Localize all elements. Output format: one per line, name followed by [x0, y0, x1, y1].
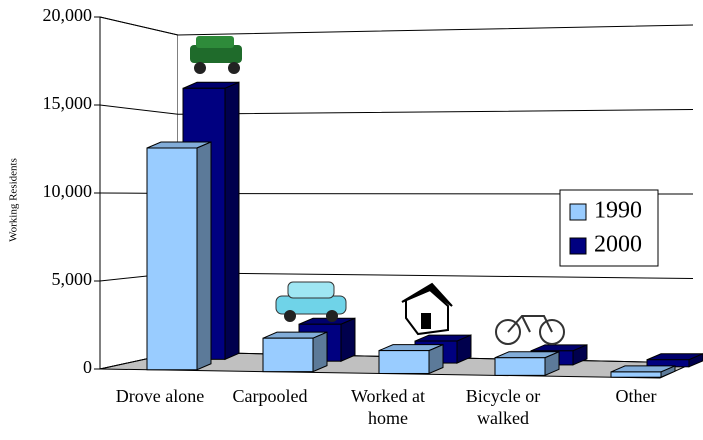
x-tick-label: Worked at home — [351, 385, 425, 429]
legend-label: 1990 — [594, 198, 642, 224]
x-tick-label: Other — [616, 385, 657, 407]
legend-swatch — [570, 238, 586, 254]
legend-swatch — [570, 204, 586, 220]
bar — [263, 338, 313, 371]
legend-label: 2000 — [594, 232, 642, 258]
bar — [611, 372, 661, 377]
y-tick-label: 15,000 — [43, 93, 93, 113]
bar — [147, 148, 197, 370]
x-tick-label: Bicycle or walked — [466, 385, 540, 429]
bar-side — [225, 82, 239, 359]
chart-canvas: Working Residents 1990 2000 0 5,000 10,000 1… — [0, 0, 703, 440]
y-tick-label: 5,000 — [52, 269, 93, 289]
y-tick-label: 20,000 — [43, 5, 93, 25]
y-tick-label: 10,000 — [43, 181, 93, 201]
y-axis-label: Working Residents — [8, 158, 20, 242]
bar-side — [313, 332, 327, 371]
bar-side — [341, 318, 355, 361]
x-tick-label: Carpooled — [233, 385, 308, 407]
x-tick-label: Drove alone — [116, 385, 204, 407]
bar-side — [197, 142, 211, 370]
bar — [495, 358, 545, 376]
chart: Working Residents 1990 2000 0 5,000 10,000 1… — [0, 0, 703, 440]
bar — [379, 351, 429, 374]
y-tick-label: 0 — [83, 357, 92, 377]
